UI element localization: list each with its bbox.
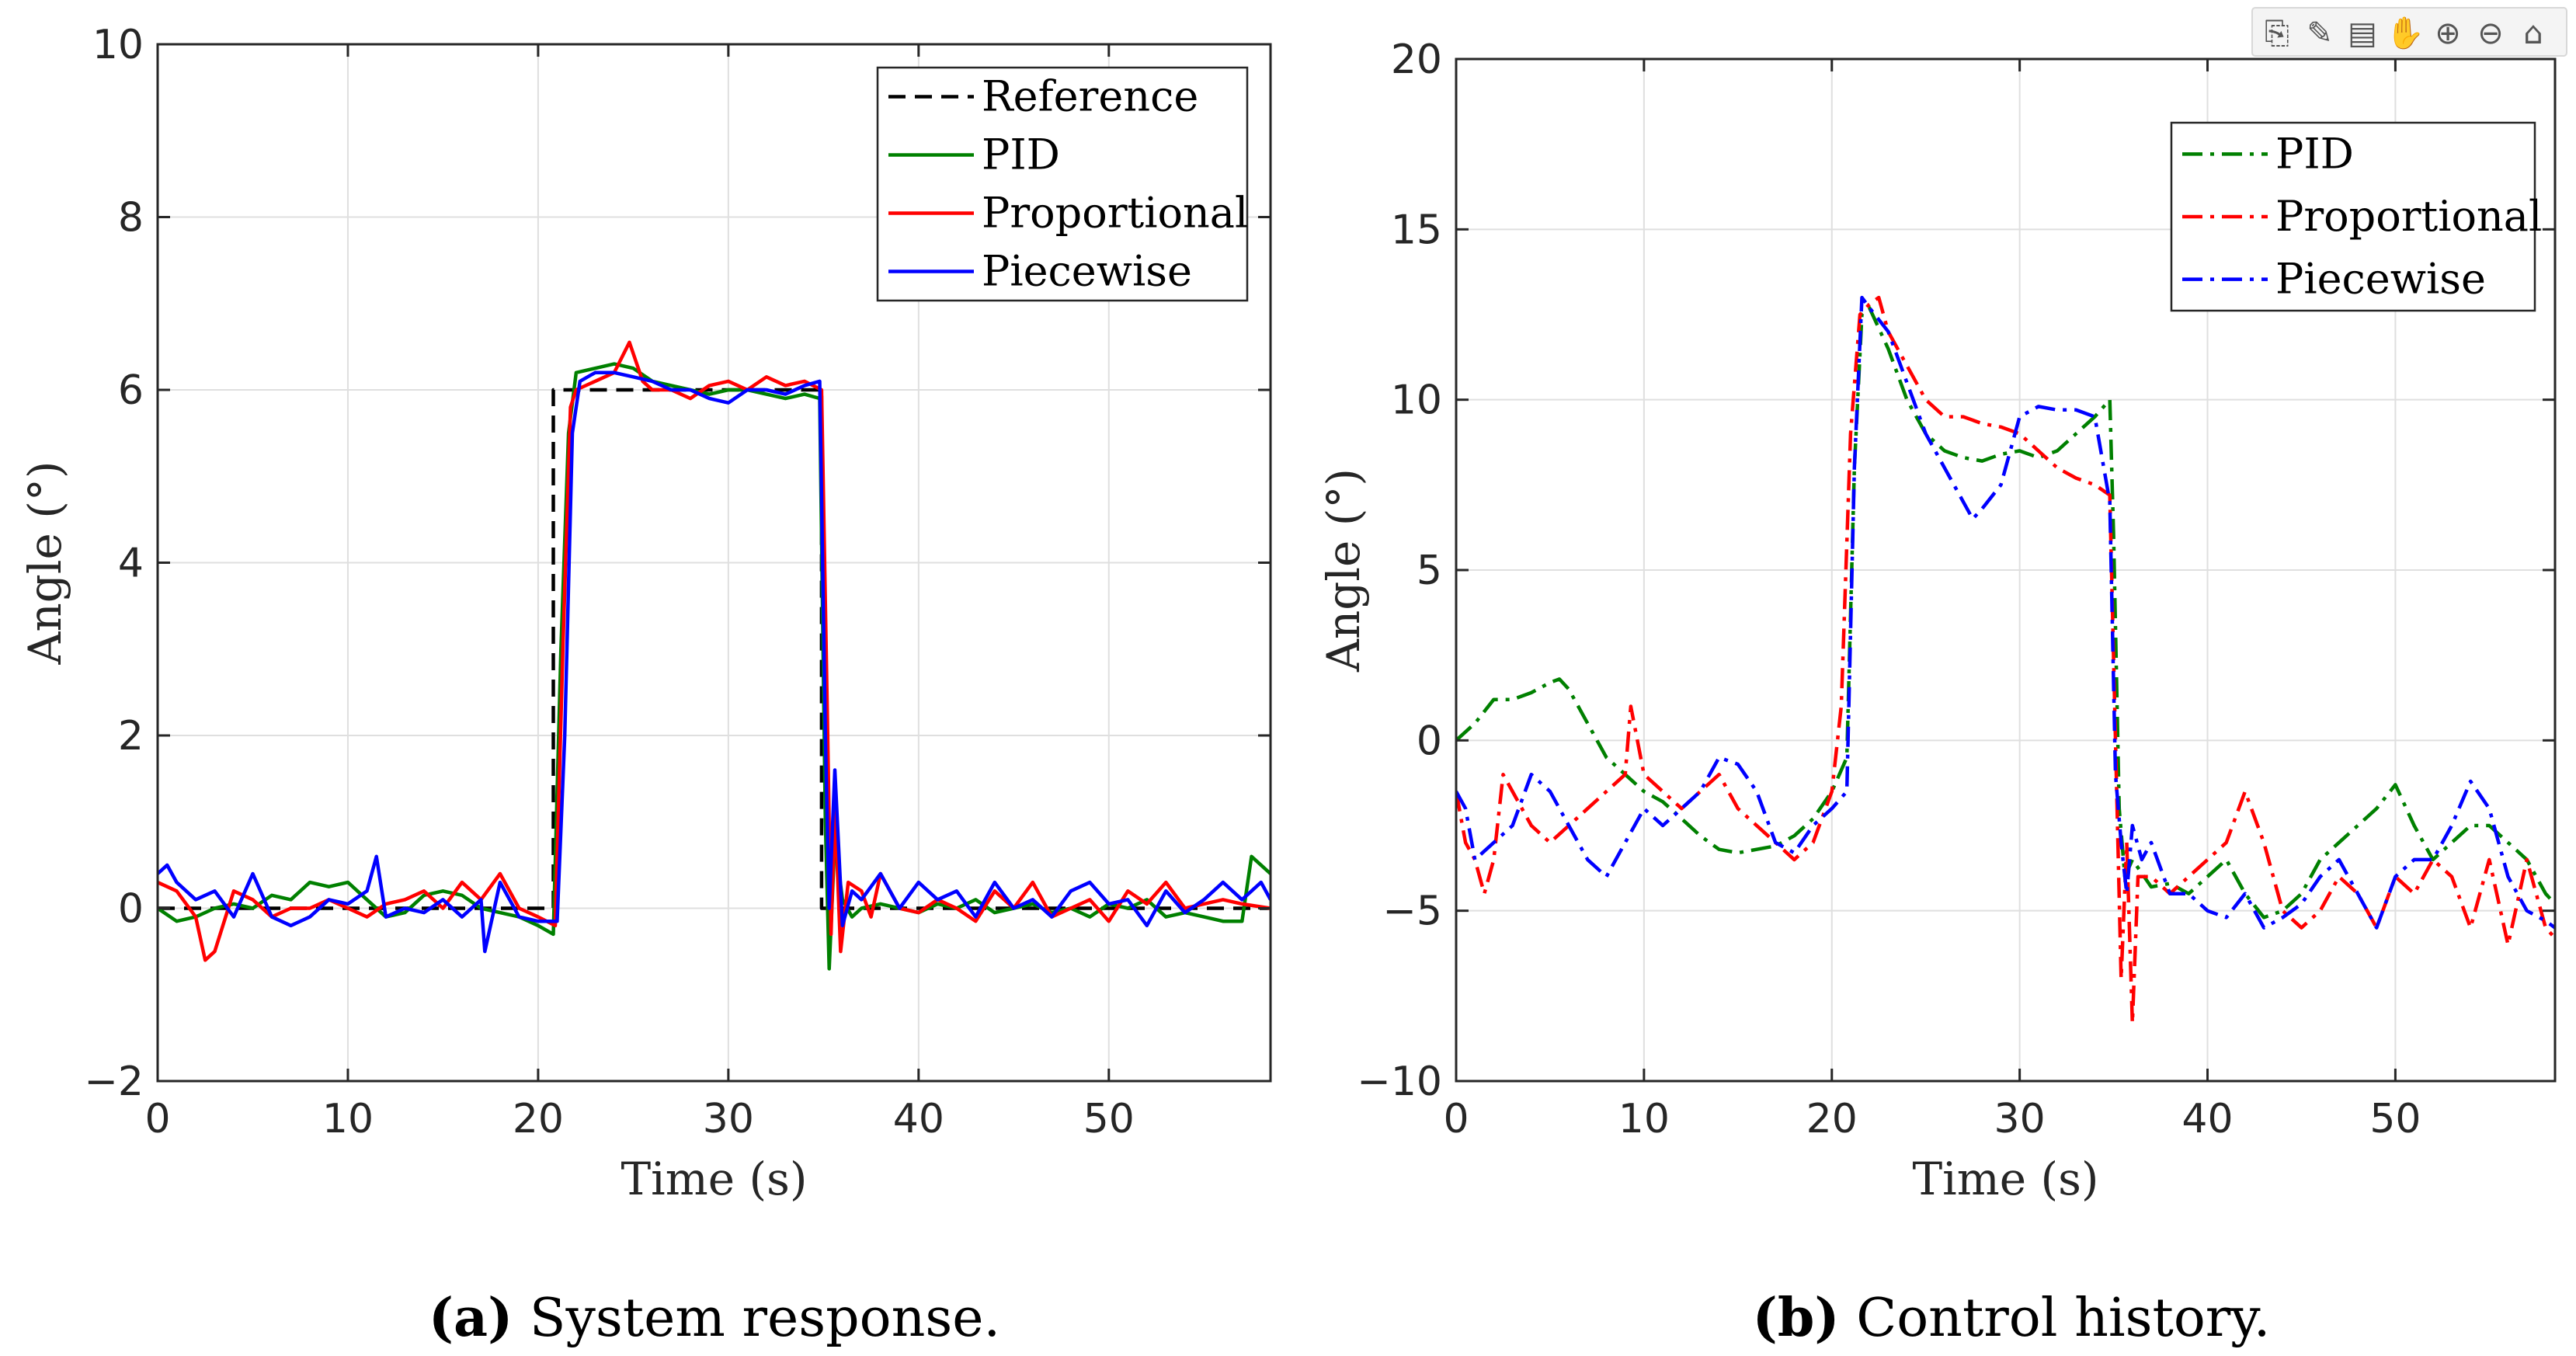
x-tick-label: 20 (1806, 1096, 1858, 1142)
x-tick-label: 50 (2369, 1096, 2421, 1142)
legend-label-piecewise: Piecewise (982, 247, 1192, 296)
legend: PID Proportional Piecewise (2170, 121, 2542, 312)
legend-label-pid: PID (2275, 129, 2354, 178)
figure-toolbar: ⎘ ✎ ▤ ✋ ⊕ ⊖ ⌂ (2251, 7, 2567, 57)
y-tick-label: 0 (1417, 718, 1442, 764)
legend-box (876, 66, 1249, 302)
home-icon[interactable]: ⌂ (2523, 16, 2543, 51)
caption-label: (b) (1753, 1287, 1840, 1349)
y-tick-label: 10 (92, 22, 144, 68)
y-tick-label: 10 (1391, 377, 1442, 424)
panel-b: 0 10 20 30 40 50 −10 −5 0 5 10 15 20 Time (s) Angle (°… (1317, 37, 2557, 1349)
x-tick-label: 20 (513, 1096, 564, 1142)
y-tick-label: −5 (1382, 888, 1442, 935)
legend-label-piecewise: Piecewise (2275, 255, 2486, 304)
x-tick-label: 30 (1994, 1096, 2046, 1142)
x-tick-label: 50 (1083, 1096, 1135, 1142)
brush-icon[interactable]: ✎ (2307, 16, 2333, 51)
x-tick-label: 40 (893, 1096, 944, 1142)
caption-label: (a) (429, 1287, 513, 1349)
x-tick-label: 0 (1443, 1096, 1469, 1142)
series-line-piecewise (158, 370, 1271, 954)
y-tick-label: 15 (1391, 207, 1442, 253)
zoom-in-icon[interactable]: ⊕ (2435, 16, 2461, 51)
caption-text: Control history. (1840, 1288, 2271, 1349)
figure-caption: (a) System response. (429, 1287, 1000, 1349)
y-tick-label: 4 (118, 541, 144, 587)
series-line-proportional (1456, 295, 2555, 1025)
legend-label-pid: PID (982, 130, 1060, 179)
legend: Reference PID Proportional Piecewise (876, 66, 1249, 302)
series-line-proportional (158, 340, 1271, 962)
y-tick-label: −2 (84, 1059, 144, 1105)
y-tick-label: 20 (1391, 37, 1442, 83)
y-axis-label: Angle (°) (19, 461, 71, 666)
pan-icon[interactable]: ✋ (2386, 15, 2425, 51)
x-tick-label: 10 (322, 1096, 374, 1142)
x-axis-label: Time (s) (1912, 1153, 2098, 1205)
legend-label-proportional: Proportional (2275, 192, 2542, 241)
series-line-piecewise (1456, 295, 2555, 930)
x-tick-label: 10 (1618, 1096, 1670, 1142)
x-tick-label: 0 (144, 1096, 170, 1142)
toolbar-background (2251, 7, 2567, 57)
x-tick-label: 30 (703, 1096, 754, 1142)
y-tick-label: −10 (1357, 1059, 1442, 1105)
y-tick-label: 5 (1417, 548, 1442, 594)
caption-text: System response. (513, 1288, 1000, 1349)
y-axis-label: Angle (°) (1317, 468, 1370, 673)
export-icon[interactable]: ⎘ (2265, 16, 2289, 51)
x-axis-label: Time (s) (621, 1153, 807, 1205)
zoom-out-icon[interactable]: ⊖ (2477, 16, 2504, 51)
y-tick-label: 6 (118, 367, 144, 414)
datatip-icon[interactable]: ▤ (2348, 16, 2377, 51)
figure-caption: (b) Control history. (1753, 1287, 2271, 1349)
legend-label-reference: Reference (982, 72, 1198, 121)
y-tick-label: 0 (118, 886, 144, 933)
legend-label-proportional: Proportional (982, 189, 1248, 238)
y-tick-label: 8 (118, 195, 144, 242)
y-tick-label: 2 (118, 713, 144, 760)
x-tick-label: 40 (2181, 1096, 2233, 1142)
